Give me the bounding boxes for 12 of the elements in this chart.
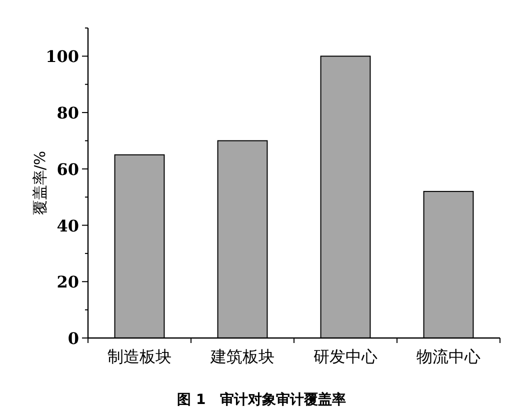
x-tick-label: 建筑板块	[210, 347, 274, 366]
y-tick-label: 60	[56, 160, 79, 179]
x-tick-label: 研发中心	[314, 347, 378, 366]
x-tick-label: 制造板块	[108, 347, 172, 366]
y-tick-label: 100	[46, 47, 79, 66]
y-tick-label: 80	[56, 104, 79, 123]
y-tick-label: 40	[56, 216, 79, 236]
y-axis-title: 覆盖率/%	[31, 150, 49, 216]
x-tick-label: 物流中心	[416, 347, 480, 366]
caption: 图 1 审计对象审计覆盖率	[177, 391, 346, 408]
y-tick-label: 0	[68, 329, 79, 348]
y-tick-label: 20	[56, 272, 79, 292]
